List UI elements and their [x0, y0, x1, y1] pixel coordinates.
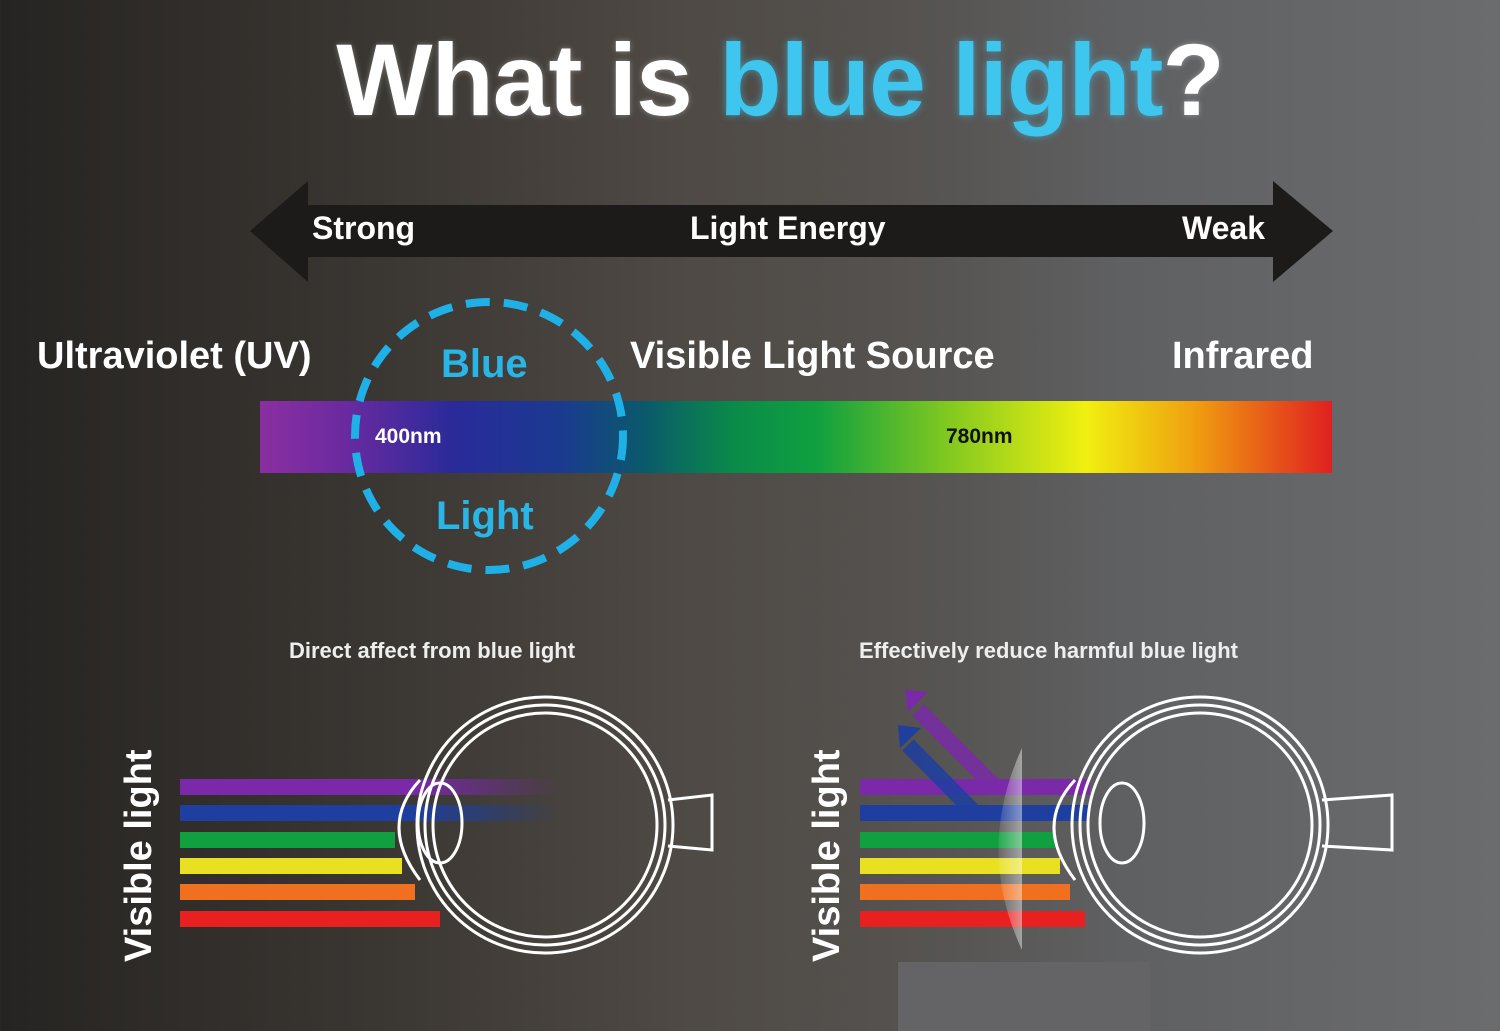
weak-label: Weak: [1182, 210, 1266, 246]
right-eye-icon: [1052, 695, 1394, 955]
780nm-label: 780nm: [946, 425, 1013, 448]
right-caption: Effectively reduce harmful blue light: [859, 638, 1238, 663]
right-light-rays: [860, 690, 1090, 927]
uv-label: Ultraviolet (UV): [37, 335, 312, 377]
page-title: What is blue light?: [336, 23, 1225, 137]
visible-label: Visible Light Source: [630, 335, 995, 377]
overlay-box: [898, 962, 1150, 1031]
ray-orange: [180, 884, 415, 900]
400nm-label: 400nm: [375, 425, 442, 448]
ray-green: [180, 832, 395, 848]
strong-label: Strong: [312, 210, 416, 246]
spectrum-bar: [260, 401, 1332, 473]
ray-red: [180, 911, 440, 927]
left-caption: Direct affect from blue light: [289, 638, 576, 663]
light-label: Light: [436, 494, 534, 538]
ray-yellow: [180, 858, 402, 874]
ray-violet: [180, 779, 560, 795]
light-energy-label: Light Energy: [690, 210, 886, 246]
infrared-label: Infrared: [1172, 335, 1314, 377]
left-eye-icon: [397, 695, 714, 955]
ray-blue: [180, 805, 560, 821]
left-light-rays: [180, 779, 560, 927]
blue-label: Blue: [441, 342, 528, 386]
lens-icon: [998, 748, 1022, 950]
